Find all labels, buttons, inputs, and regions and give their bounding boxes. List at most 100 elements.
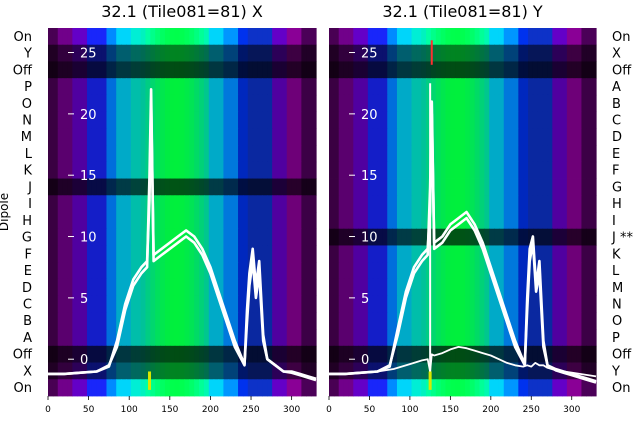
heatmap-row [329,28,597,46]
heatmap-row [329,195,597,213]
x-tick-label: 300 [283,405,300,415]
yellow-marker [428,371,432,390]
overlay-tick-label: 20 [80,108,97,123]
dipole-label: G [22,231,32,246]
overlay-tick-label: 20 [361,108,378,123]
overlay-tick-label: 5 [80,292,88,307]
heatmap-row [329,161,597,179]
heatmap-row [48,345,317,363]
overlay-line [329,112,597,384]
dipole-label: On [14,381,32,396]
overlay-tick-label: 15 [80,169,97,184]
dipole-label: F [25,247,32,262]
dipole-label: F [612,164,619,179]
heatmap-panel-1: 0 50 100 150 200 250 300 0 5 10 15 20 25 32.1 (Tile08… [0,2,317,415]
heatmap-row [48,212,317,230]
dipole-label: Off [13,63,33,78]
heatmap-row [329,228,597,246]
dipole-label: J ** [611,231,633,246]
x-tick-label: 300 [563,405,580,415]
heatmap-row [48,278,317,297]
x-tick-label: 200 [482,405,499,415]
x-tick-label: 150 [161,405,178,415]
x-tick-label: 200 [202,405,219,415]
heatmap-row [48,44,317,62]
x-tick-label: 250 [242,405,259,415]
heatmap-row [329,128,597,146]
heatmap-row [329,178,597,196]
dipole-label: Off [612,348,632,363]
dipole-label: C [23,298,32,313]
overlay-tick-label: 25 [361,47,378,62]
dipole-label: D [612,130,622,145]
x-tick-label: 250 [523,405,540,415]
dipole-label: H [612,197,622,212]
heatmap-row [329,78,597,96]
dipole-label: On [14,30,32,45]
heatmap-row [329,94,597,113]
heatmap-row [48,262,317,280]
overlay-tick-label: 0 [361,353,369,368]
heatmap-row [48,329,317,347]
x-tick-label: 100 [401,405,418,415]
dipole-label: K [23,164,32,179]
dipole-label: K [612,247,621,262]
heatmap-row [329,262,597,280]
overlay-tick-label: 25 [80,47,97,62]
dipole-label: Off [13,348,33,363]
heatmap-row [48,111,317,129]
dipole-label: N [612,298,622,313]
x-tick-label: 150 [442,405,459,415]
overlay-tick-label: 0 [80,353,88,368]
heatmap-row [329,61,597,79]
heatmap-row [48,61,317,79]
overlay-line [48,100,317,382]
heatmap-panel-2: 0 50 100 150 200 250 300 0 5 10 15 20 25 32.1 (Tile08… [326,2,633,415]
heatmap-row [329,329,597,347]
dipole-label: B [23,314,32,329]
heatmap-row [329,44,597,62]
chart-title: 32.1 (Tile081=81) Y [382,2,543,21]
dipole-label: H [22,214,32,229]
dipole-label: Y [611,364,620,379]
dipole-label: O [22,97,32,112]
heatmap-row [329,145,597,163]
dipole-label: L [612,264,620,279]
heatmap-row [48,245,317,263]
dipole-label: G [612,180,622,195]
chart-title: 32.1 (Tile081=81) X [101,2,263,21]
dipole-label: I [612,214,616,229]
heatmap-row [329,312,597,330]
x-tick-label: 0 [45,405,51,415]
dipole-label: Y [23,47,32,62]
heatmap-row [48,195,317,213]
heatmap-row [329,379,597,397]
overlay-tick-label: 10 [80,231,97,246]
heatmap-row [48,28,317,46]
dipole-label: O [612,314,622,329]
dipole-label: On [612,381,630,396]
dipole-label: C [612,114,621,129]
dipole-label: J [27,180,32,195]
dipole-label: E [612,147,620,162]
heatmap-row [329,245,597,263]
overlay-tick-label: 10 [361,231,378,246]
dipole-label: M [612,281,623,296]
heatmap-row [48,178,317,196]
dipole-label: A [23,331,32,346]
dipole-label: P [24,80,32,95]
dipole-label: M [21,130,32,145]
dipole-label: P [612,331,620,346]
y-axis-label: Dipole [0,193,11,231]
dipole-label: E [24,264,32,279]
dipole-label: N [22,114,32,129]
dipole-label: X [23,364,32,379]
overlay-line [329,346,597,378]
dipole-label: B [612,97,621,112]
overlay-tick-label: 5 [361,292,369,307]
heatmap-row [48,295,317,313]
x-tick-label: 0 [326,405,332,415]
dipole-label: A [612,80,621,95]
dipole-label: X [612,47,621,62]
dipole-label: D [22,281,32,296]
